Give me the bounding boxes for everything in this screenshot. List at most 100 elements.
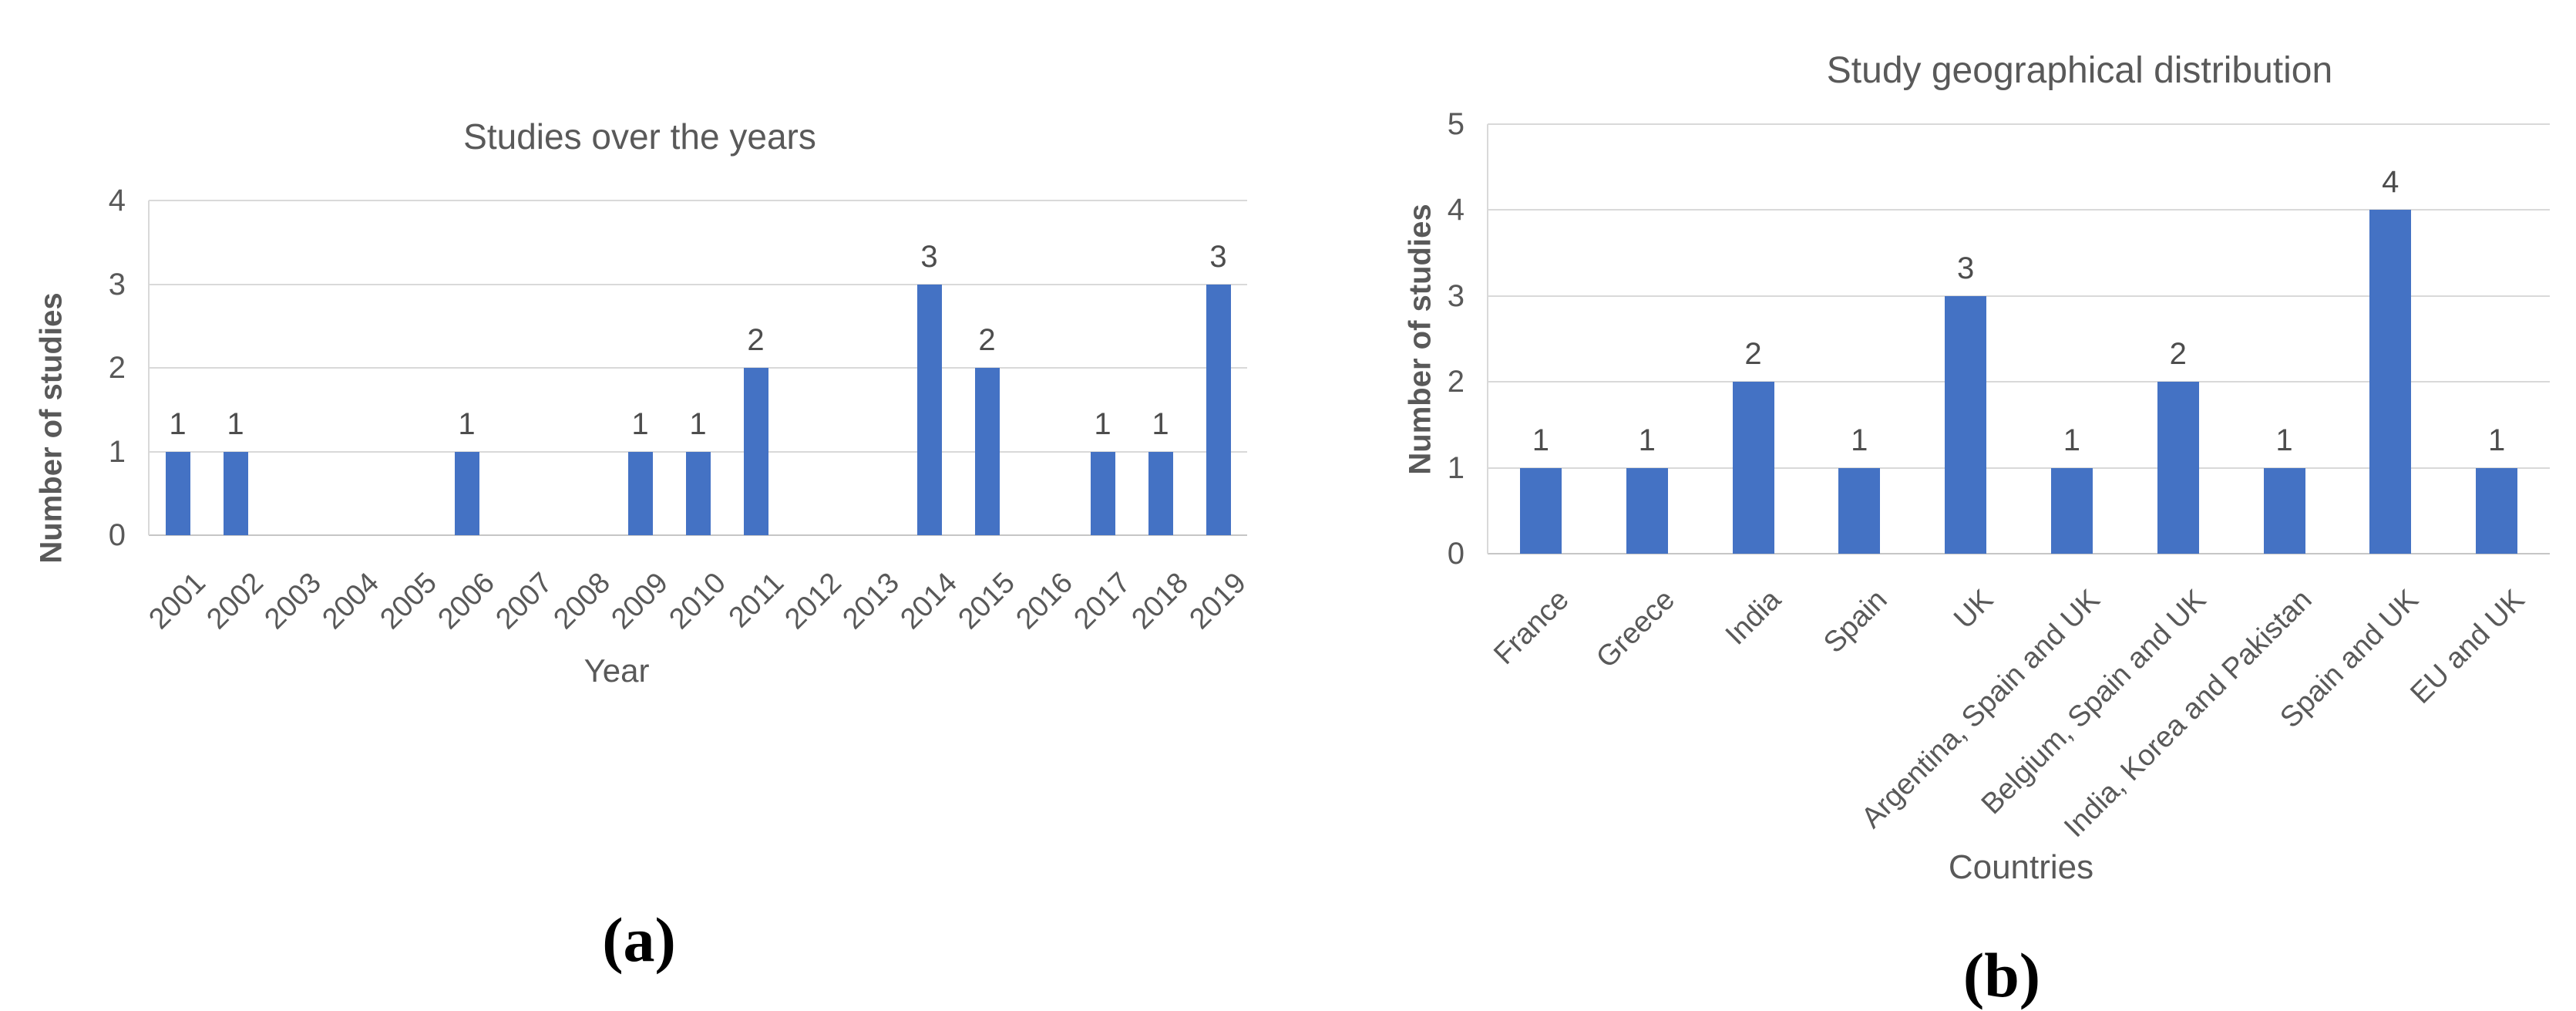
bar-value-label: 1 <box>631 406 649 441</box>
bar-value-label: 2 <box>2169 337 2187 372</box>
gridline-y-4 <box>149 200 1247 201</box>
bar-EU and UK <box>2476 467 2518 554</box>
x-axis-tick-label: 2012 <box>779 566 848 636</box>
gridline-y-1 <box>149 450 1247 453</box>
chart-b-title: Study geographical distribution <box>1826 50 2333 91</box>
bar-2006 <box>454 451 479 535</box>
bar-India, Korea and Pakistan <box>2263 467 2305 554</box>
bar-2002 <box>223 451 248 535</box>
gridline-y-3 <box>149 283 1247 285</box>
x-axis-tick-label: 2013 <box>836 566 906 636</box>
bar-Greece <box>1626 467 1668 554</box>
x-axis-tick-label: 2002 <box>200 566 270 636</box>
subfigure-a-caption: (a) <box>602 905 676 975</box>
bar-value-label: 1 <box>458 406 476 441</box>
chart-a-plot-area: 0 1 2 3 4 1 2001 1 2002 2003 2004 2005 1 2006 2007 2008… <box>109 184 1253 635</box>
gridline-y-5 <box>1488 123 2550 125</box>
x-axis-tick-label: 2006 <box>432 566 501 636</box>
bar-India <box>1732 382 1774 554</box>
bar-2017 <box>1090 451 1115 535</box>
bar-Belgium, Spain and UK <box>2157 382 2199 554</box>
y-axis-tick-label: 0 <box>1447 537 1465 571</box>
x-axis-tick-label: France <box>1487 583 1576 672</box>
gridline-y-2 <box>1488 381 2550 383</box>
chart-a-title: Studies over the years <box>463 116 816 157</box>
bar-UK <box>1945 295 1987 554</box>
bar-2015 <box>974 368 1000 535</box>
bar-value-label: 4 <box>2382 165 2399 200</box>
bar-value-label: 1 <box>1851 423 1868 457</box>
x-axis-tick-label: 2015 <box>952 566 1021 636</box>
y-axis-tick-label: 5 <box>1447 107 1465 141</box>
bar-Spain and UK <box>2369 210 2412 554</box>
bar-2001 <box>165 451 190 535</box>
bar-value-label: 3 <box>920 239 938 274</box>
bar-2018 <box>1148 451 1173 535</box>
bar-value-label: 1 <box>2063 423 2081 457</box>
x-axis-tick-label: Argentina, Spain and UK <box>1855 583 2107 835</box>
x-axis-tick-label: 2004 <box>316 566 385 636</box>
bar-France <box>1519 467 1562 554</box>
subfigure-b-caption: (b) <box>1962 940 2041 1010</box>
bar-2011 <box>743 368 768 535</box>
x-axis-tick-label: EU and UK <box>2404 583 2531 710</box>
y-axis-tick-label: 0 <box>108 518 126 552</box>
x-axis-tick-label: 2017 <box>1068 566 1137 636</box>
bar-2009 <box>627 451 653 535</box>
y-axis-tick-label: 2 <box>1447 365 1465 399</box>
x-axis-tick-label: 2005 <box>374 566 443 636</box>
x-axis-tick-label: India <box>1719 583 1787 652</box>
bar-value-label: 1 <box>2487 423 2506 457</box>
y-axis-tick-label: 3 <box>1447 278 1465 313</box>
chart-a-y-axis-title: Number of studies <box>34 292 69 564</box>
x-axis-tick-label: Spain and UK <box>2274 583 2425 735</box>
y-axis-tick-label: 3 <box>108 267 126 302</box>
x-axis-tick-label: 2001 <box>143 566 212 636</box>
bar-value-label: 1 <box>2275 423 2293 457</box>
bar-value-label: 3 <box>1209 239 1227 274</box>
x-axis-tick-label: Spain <box>1818 583 1894 660</box>
gridline-y-2 <box>149 367 1247 369</box>
bar-2019 <box>1206 284 1231 535</box>
x-axis-tick-label: 2011 <box>722 566 790 635</box>
bar-value-label: 2 <box>747 323 765 357</box>
x-axis-tick-label: 2018 <box>1125 566 1195 636</box>
y-axis-tick-label: 1 <box>1447 450 1465 485</box>
x-axis-tick-label: 2009 <box>605 566 674 636</box>
chart-a-x-axis-title: Year <box>583 652 650 689</box>
y-axis-tick-label: 1 <box>108 434 126 469</box>
bar-value-label: 1 <box>689 406 707 441</box>
chart-b-plot-area: 0 1 2 3 4 5 1 France 1 Greece 2 India 1 Spain 3 UK 1 Arge… <box>1448 107 2550 844</box>
bar-value-label: 1 <box>1638 423 1656 457</box>
bar-2010 <box>685 451 711 535</box>
y-axis-tick-label: 2 <box>108 351 126 385</box>
gridline-y-0 <box>1488 553 2550 554</box>
x-axis-tick-label: 2014 <box>894 566 963 636</box>
bar-value-label: 1 <box>1152 406 1169 441</box>
bar-value-label: 1 <box>227 406 244 441</box>
bar-value-label: 1 <box>169 406 187 441</box>
bar-Argentina, Spain and UK <box>2050 467 2093 554</box>
x-axis-tick-label: 2003 <box>258 566 328 636</box>
y-axis-tick-label: 4 <box>1447 193 1465 227</box>
bar-Spain <box>1838 467 1881 554</box>
bar-value-label: 1 <box>1094 406 1111 441</box>
bar-value-label: 2 <box>978 323 996 357</box>
x-axis-tick-label: 2016 <box>1010 566 1079 636</box>
x-axis-tick-label: Greece <box>1590 583 1682 675</box>
gridline-y-4 <box>1488 209 2550 211</box>
bar-value-label: 1 <box>1532 423 1550 457</box>
x-axis-tick-label: 2010 <box>663 566 732 636</box>
x-axis-tick-label: 2008 <box>547 566 617 636</box>
bar-value-label: 3 <box>1956 251 1975 285</box>
x-axis-tick-label: India, Korea and Pakistan <box>2058 583 2319 844</box>
chart-b-x-axis-title: Countries <box>1948 848 2094 886</box>
gridline-y-0 <box>149 534 1247 536</box>
value-axis-line <box>148 201 150 535</box>
bar-2014 <box>916 284 942 535</box>
gridline-y-3 <box>1488 295 2550 297</box>
value-axis-line <box>1487 124 1488 554</box>
